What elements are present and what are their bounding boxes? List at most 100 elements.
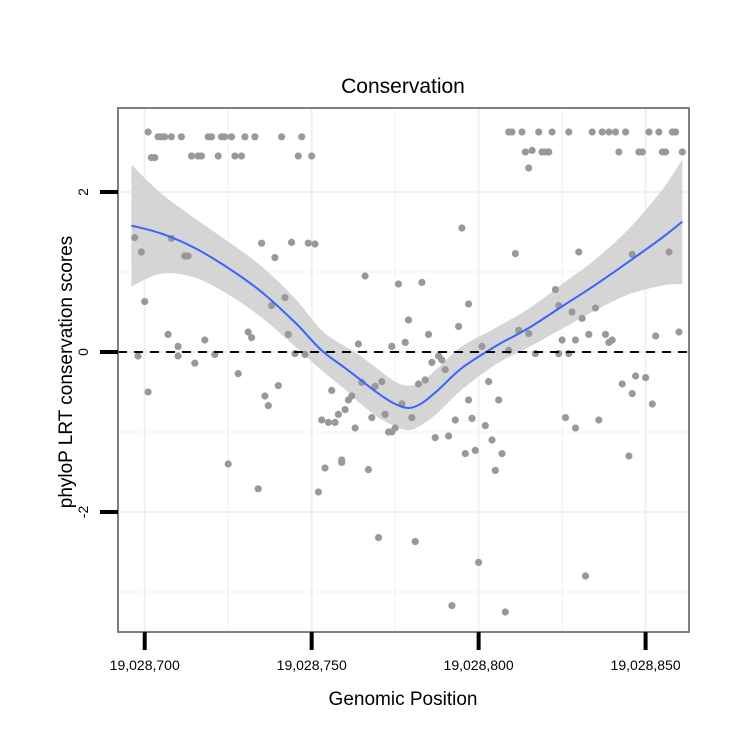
data-point-49 (288, 238, 296, 246)
data-point-119 (508, 128, 516, 136)
y-tick-label-0: -2 (75, 506, 91, 519)
data-point-97 (441, 366, 449, 374)
data-point-4 (144, 388, 152, 396)
data-point-128 (535, 128, 543, 136)
data-point-36 (244, 328, 252, 336)
x-tick-label-2: 19,028,800 (444, 657, 514, 673)
data-point-87 (408, 414, 416, 422)
data-point-144 (578, 314, 586, 322)
data-point-34 (237, 152, 246, 160)
data-point-172 (665, 248, 673, 256)
data-point-166 (645, 128, 653, 136)
data-point-99 (448, 602, 456, 610)
data-point-41 (261, 392, 269, 400)
y-tick-label-2: 2 (75, 188, 91, 196)
data-point-23 (201, 336, 209, 344)
data-point-136 (558, 336, 566, 344)
data-point-70 (354, 340, 362, 348)
data-point-0 (131, 234, 139, 242)
data-point-76 (374, 534, 383, 542)
data-point-126 (528, 146, 536, 154)
data-point-168 (652, 332, 660, 340)
data-point-57 (314, 488, 322, 496)
data-point-63 (334, 410, 342, 418)
data-point-19 (187, 152, 196, 160)
data-point-140 (568, 308, 576, 316)
data-point-7 (151, 154, 159, 162)
data-point-61 (328, 386, 336, 394)
data-point-104 (465, 300, 473, 308)
data-point-158 (622, 128, 630, 136)
data-point-5 (144, 128, 152, 136)
data-point-94 (431, 434, 439, 442)
y-tick-label-1: 0 (75, 348, 91, 356)
data-point-78 (381, 410, 389, 418)
data-point-85 (401, 338, 409, 346)
data-point-39 (254, 485, 262, 493)
data-point-72 (361, 272, 369, 280)
data-point-148 (591, 304, 600, 312)
data-point-176 (678, 148, 686, 156)
data-point-165 (642, 374, 650, 382)
data-point-93 (428, 358, 436, 366)
data-point-48 (284, 330, 292, 338)
smooth-line (131, 220, 683, 410)
data-point-110 (481, 422, 489, 430)
data-point-88 (411, 538, 419, 546)
data-point-157 (618, 380, 626, 388)
data-point-101 (455, 322, 463, 330)
data-point-11 (164, 330, 172, 338)
data-point-16 (177, 133, 185, 141)
data-point-113 (491, 466, 499, 474)
data-point-25 (207, 133, 216, 141)
data-point-77 (378, 378, 386, 386)
data-point-156 (615, 148, 623, 156)
data-point-116 (501, 608, 509, 616)
chart-title: Conservation (341, 75, 465, 98)
data-point-133 (551, 286, 560, 294)
data-point-141 (571, 336, 580, 344)
data-point-89 (414, 380, 423, 388)
data-point-43 (268, 302, 276, 310)
y-axis-title: phyloP LRT conservation scores (56, 236, 77, 509)
data-point-150 (598, 128, 606, 136)
data-point-20 (191, 359, 199, 367)
data-point-154 (608, 336, 616, 344)
data-point-74 (368, 414, 376, 422)
data-point-69 (351, 424, 359, 432)
data-point-10 (161, 133, 169, 141)
data-point-164 (638, 148, 646, 156)
scatter-points (131, 128, 686, 616)
data-point-22 (197, 152, 206, 160)
data-point-13 (167, 133, 175, 141)
data-point-109 (478, 342, 486, 350)
data-point-35 (241, 133, 249, 141)
data-point-82 (391, 424, 399, 432)
data-point-169 (655, 128, 663, 136)
plot-frame (117, 107, 690, 633)
data-point-147 (588, 128, 596, 136)
data-point-15 (174, 342, 182, 350)
confidence-band-layer (131, 159, 683, 431)
data-point-90 (418, 278, 426, 286)
data-point-96 (438, 356, 446, 364)
data-point-143 (575, 248, 583, 256)
data-point-60 (324, 418, 332, 426)
y-axis: -2 0 2 (75, 188, 118, 518)
data-point-112 (488, 436, 496, 444)
x-tick-label-1: 19,028,750 (277, 657, 347, 673)
data-point-30 (224, 460, 232, 468)
data-point-1 (134, 352, 142, 360)
data-point-171 (662, 148, 670, 156)
data-point-68 (348, 392, 356, 400)
data-point-33 (234, 370, 242, 378)
data-point-108 (475, 558, 483, 567)
x-axis-title: Genomic Position (329, 689, 478, 710)
data-point-132 (548, 128, 556, 136)
confidence-band (131, 159, 683, 431)
data-point-139 (565, 128, 573, 136)
data-point-102 (458, 224, 466, 232)
data-point-115 (498, 450, 506, 458)
data-point-124 (525, 330, 533, 338)
